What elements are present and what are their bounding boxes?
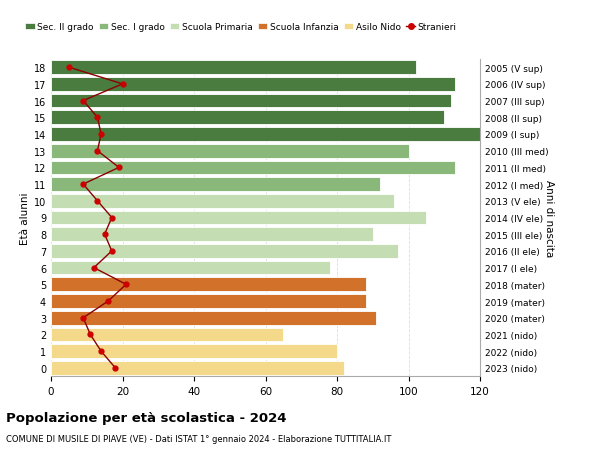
Bar [51,295,365,308]
Bar [51,328,283,341]
Text: Popolazione per età scolastica - 2024: Popolazione per età scolastica - 2024 [6,411,287,424]
Bar [51,195,394,208]
Bar [51,261,330,275]
Y-axis label: Anni di nascita: Anni di nascita [544,179,554,257]
Bar [51,178,380,191]
Bar [51,61,416,75]
Legend: Sec. II grado, Sec. I grado, Scuola Primaria, Scuola Infanzia, Asilo Nido, Stran: Sec. II grado, Sec. I grado, Scuola Prim… [25,23,457,32]
Bar [51,311,376,325]
Bar [51,211,427,225]
Bar [51,128,480,141]
Bar [51,161,455,175]
Bar [51,78,455,91]
Bar [51,228,373,241]
Bar [51,361,344,375]
Bar [51,278,365,291]
Bar [51,95,451,108]
Bar [51,111,444,125]
Text: COMUNE DI MUSILE DI PIAVE (VE) - Dati ISTAT 1° gennaio 2024 - Elaborazione TUTTI: COMUNE DI MUSILE DI PIAVE (VE) - Dati IS… [6,434,391,443]
Bar [51,245,398,258]
Bar [51,145,409,158]
Y-axis label: Età alunni: Età alunni [20,192,29,244]
Bar [51,345,337,358]
